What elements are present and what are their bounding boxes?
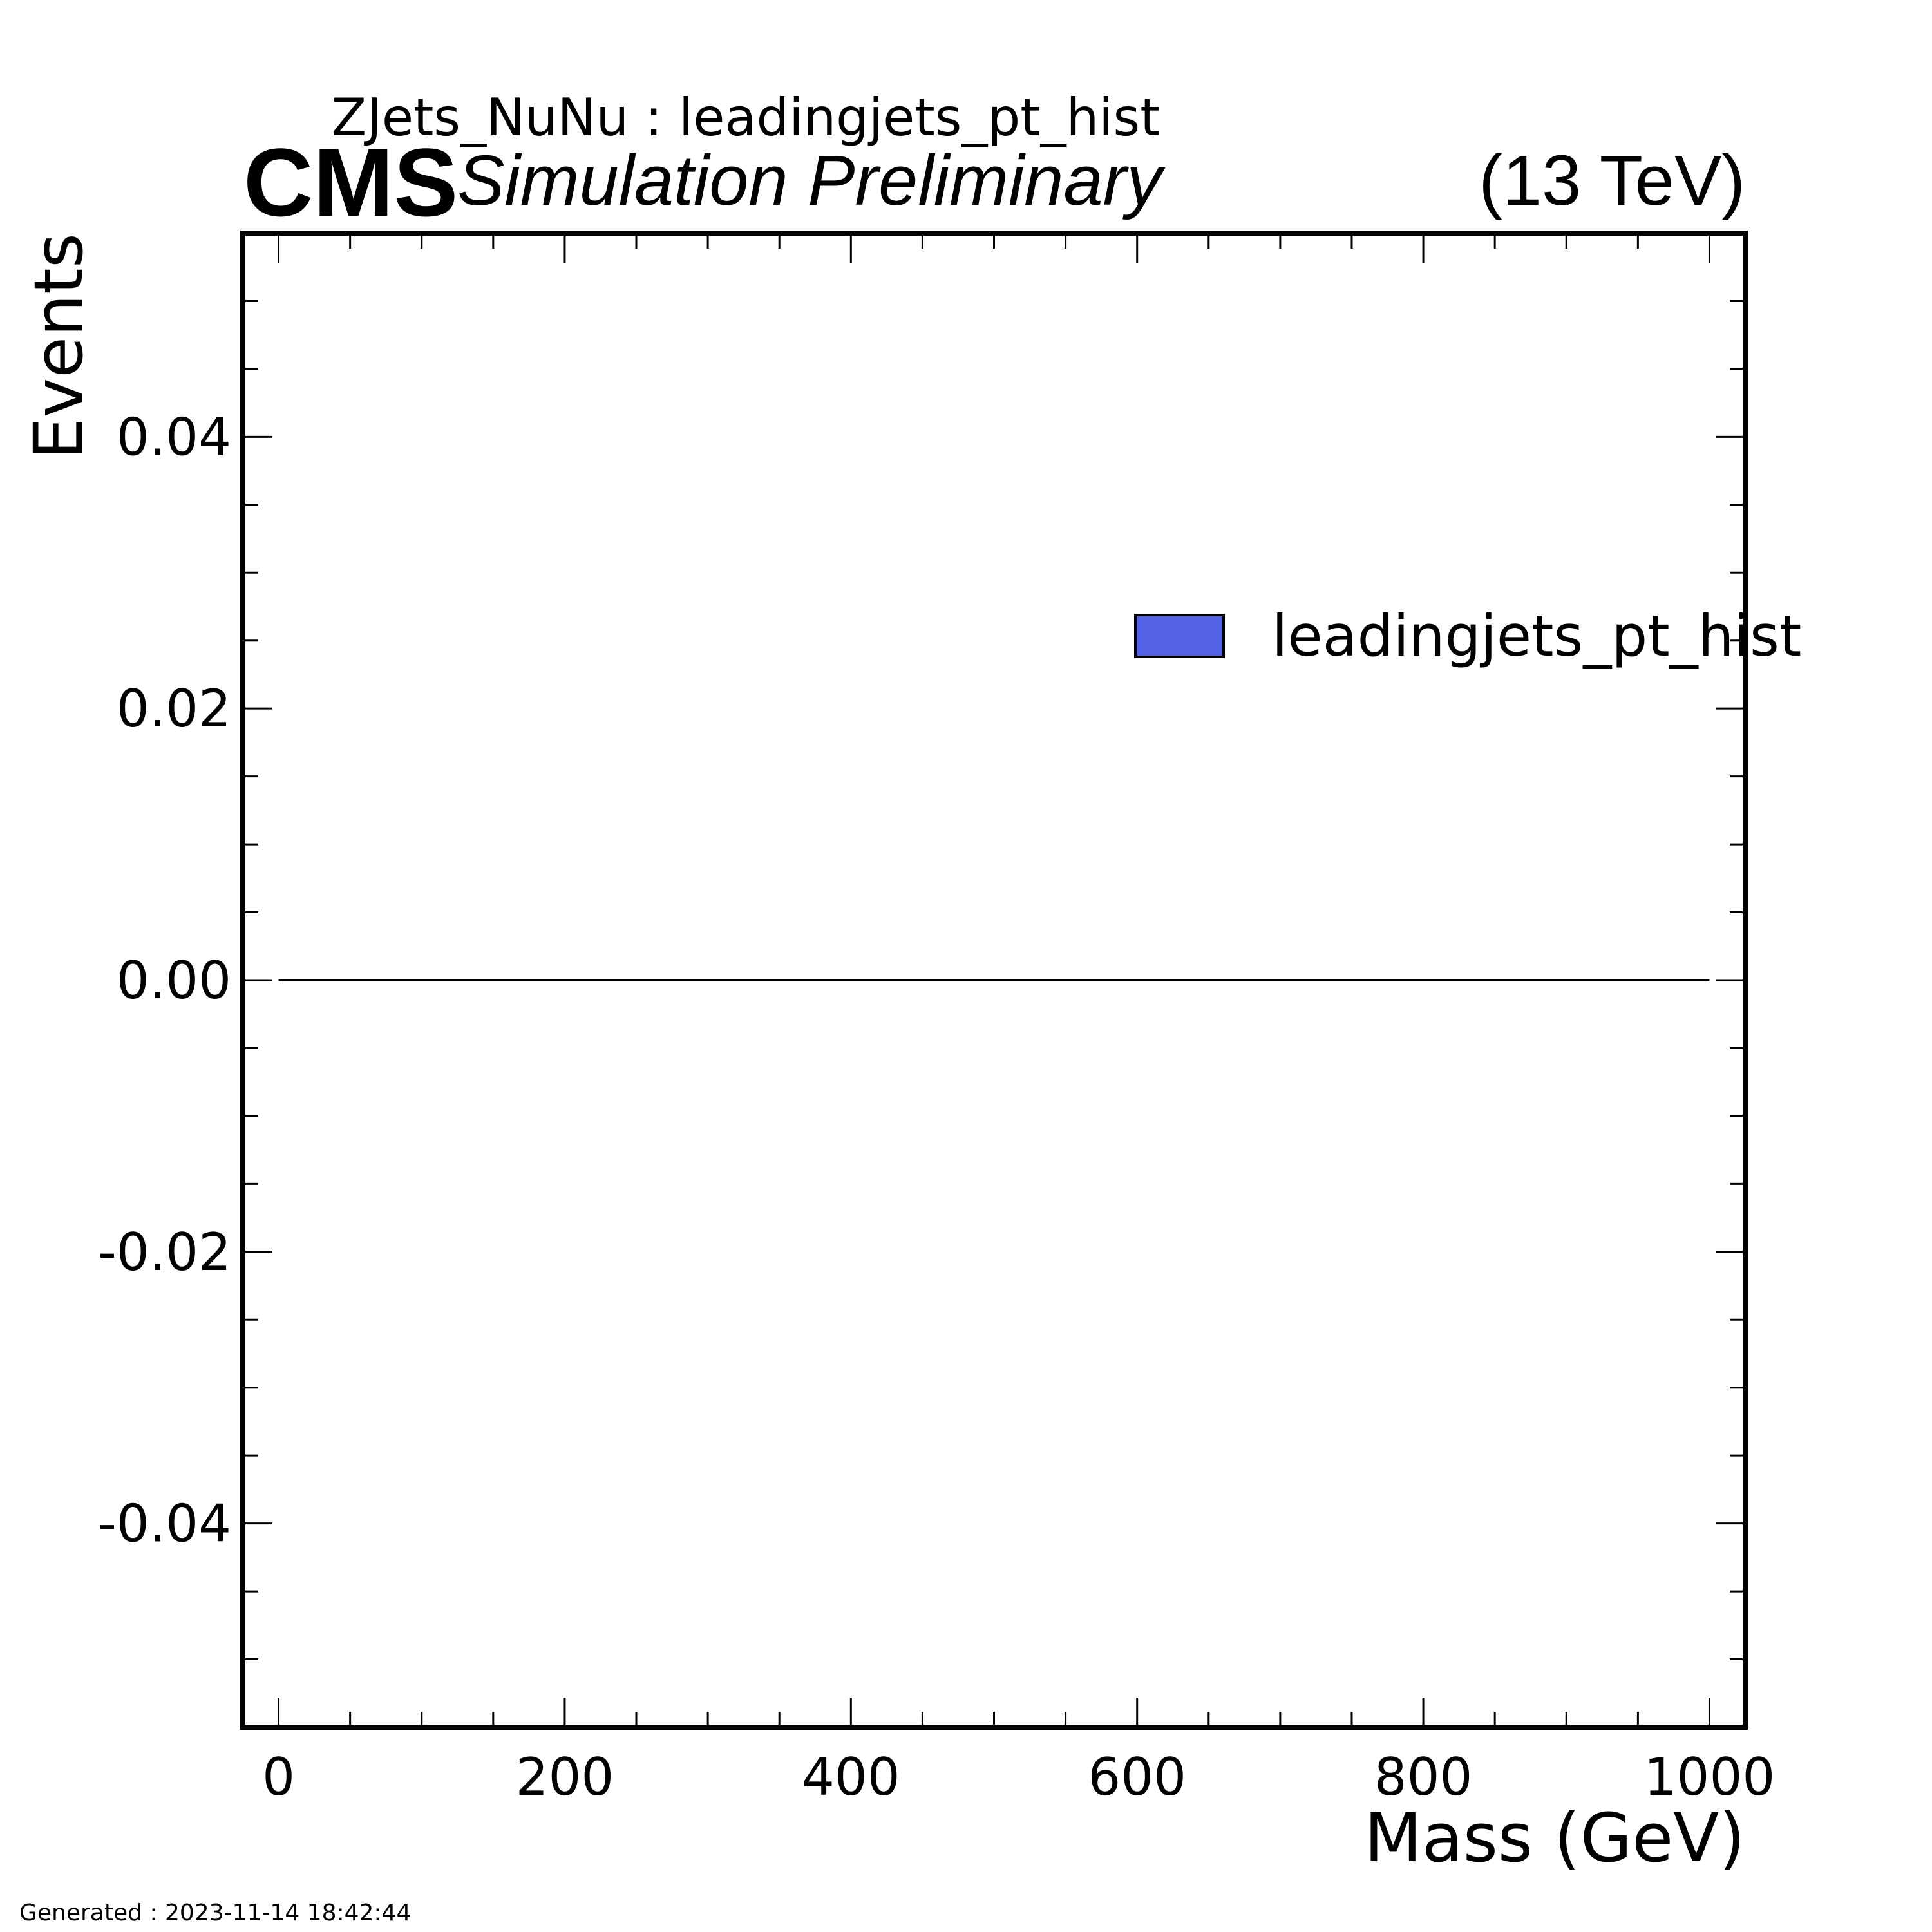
- y-tick-label: 0.04: [117, 407, 231, 467]
- x-tick-label: 0: [262, 1747, 295, 1807]
- y-tick-label: -0.02: [98, 1222, 231, 1282]
- cms-label: CMS: [243, 128, 458, 236]
- x-tick-label: 600: [1088, 1747, 1186, 1807]
- y-tick-label: 0.00: [117, 951, 231, 1010]
- x-tick-label: 200: [516, 1747, 614, 1807]
- legend-label: leadingjets_pt_hist: [1272, 603, 1801, 669]
- y-tick-label: -0.04: [98, 1494, 231, 1554]
- x-tick-label: 400: [802, 1747, 900, 1807]
- simulation-label: Simulation Preliminary: [457, 141, 1166, 220]
- legend: leadingjets_pt_hist: [1134, 603, 1801, 669]
- y-tick-label: 0.02: [117, 679, 231, 739]
- x-axis-label: Mass (GeV): [1364, 1799, 1745, 1877]
- chart-title: ZJets_NuNu : leadingjets_pt_hist: [331, 88, 1160, 147]
- y-axis-label: Events: [19, 233, 98, 460]
- tick-group: [243, 232, 1745, 1728]
- legend-swatch: [1134, 614, 1225, 658]
- tick-label-group: 0 200 400 600 800 1000 -0.04 -0.02 0.00 0.02 0.04: [98, 407, 1775, 1807]
- x-tick-label: 1000: [1644, 1747, 1776, 1807]
- generated-timestamp: Generated : 2023-11-14 18:42:44: [19, 1900, 411, 1926]
- x-tick-label: 800: [1374, 1747, 1473, 1807]
- energy-label: (13 TeV): [1479, 141, 1745, 220]
